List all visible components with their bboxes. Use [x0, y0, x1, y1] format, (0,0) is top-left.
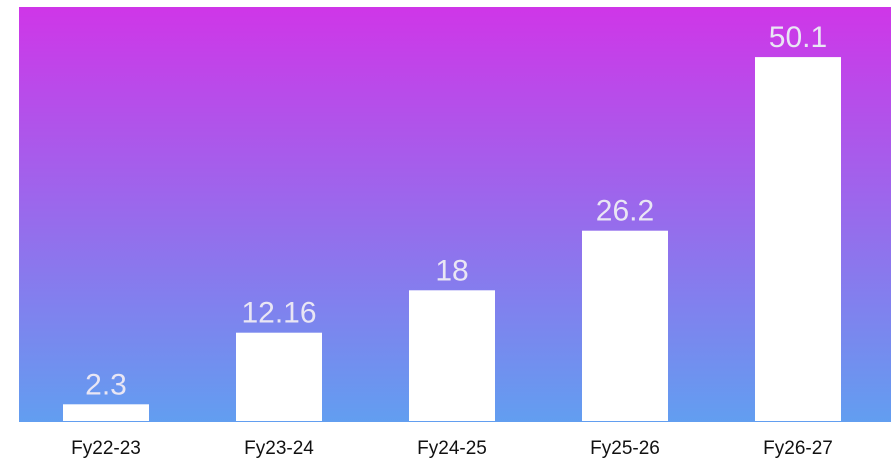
value-label-fy22-23: 2.3 — [85, 368, 127, 401]
bar-fy24-25 — [409, 290, 495, 421]
tick-label-fy26-27: Fy26-27 — [763, 438, 833, 459]
tick-label-fy25-26: Fy25-26 — [590, 438, 660, 459]
bar-fy26-27 — [755, 57, 841, 421]
bar-fy22-23 — [63, 404, 149, 421]
value-label-fy25-26: 26.2 — [596, 195, 654, 228]
x-axis-tick-labels: Fy22-23 Fy23-24 Fy24-25 Fy25-26 Fy26-27 — [71, 438, 833, 459]
bar-fy23-24 — [236, 332, 322, 421]
tick-label-fy24-25: Fy24-25 — [417, 438, 487, 459]
value-label-fy26-27: 50.1 — [769, 21, 827, 54]
value-labels: 2.3 12.16 18 26.2 50.1 — [85, 21, 827, 401]
bar-fy25-26 — [582, 230, 668, 421]
tick-label-fy22-23: Fy22-23 — [71, 438, 141, 459]
tick-label-fy23-24: Fy23-24 — [244, 438, 314, 459]
value-label-fy23-24: 12.16 — [241, 297, 316, 330]
value-label-fy24-25: 18 — [435, 254, 468, 287]
bars — [63, 57, 841, 421]
